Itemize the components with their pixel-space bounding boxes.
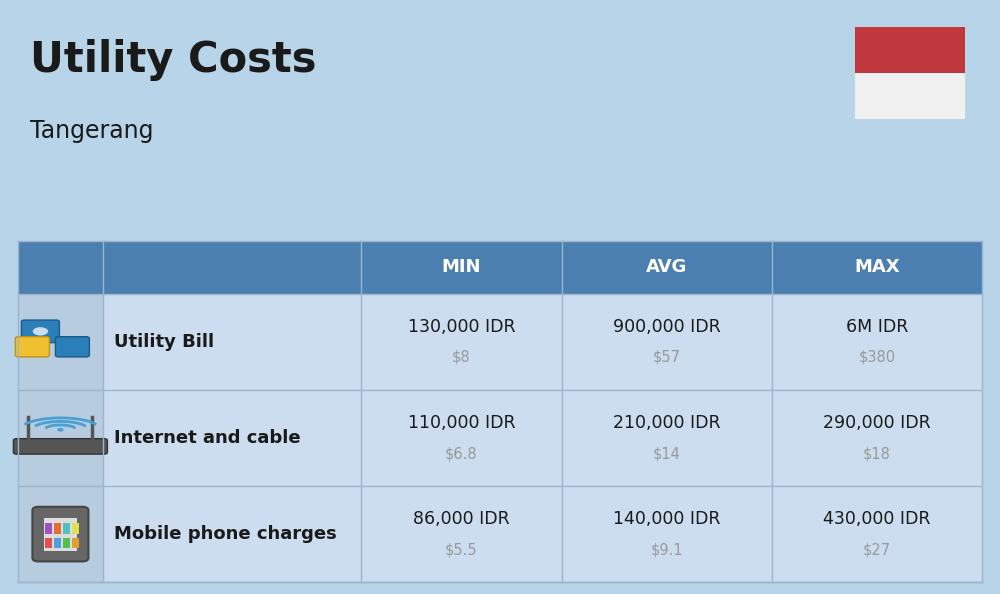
FancyBboxPatch shape — [63, 523, 70, 534]
FancyBboxPatch shape — [772, 486, 982, 582]
FancyBboxPatch shape — [103, 390, 361, 486]
Text: 6M IDR: 6M IDR — [846, 318, 908, 336]
Text: MIN: MIN — [442, 258, 481, 276]
Text: $9.1: $9.1 — [650, 542, 683, 557]
FancyBboxPatch shape — [562, 390, 772, 486]
Text: $18: $18 — [863, 446, 891, 461]
FancyBboxPatch shape — [72, 523, 79, 534]
FancyBboxPatch shape — [18, 390, 103, 486]
Text: $380: $380 — [858, 350, 895, 365]
FancyBboxPatch shape — [562, 486, 772, 582]
FancyBboxPatch shape — [18, 486, 103, 582]
FancyBboxPatch shape — [54, 523, 61, 534]
Text: 290,000 IDR: 290,000 IDR — [823, 413, 931, 432]
Text: $8: $8 — [452, 350, 471, 365]
Text: AVG: AVG — [646, 258, 687, 276]
FancyBboxPatch shape — [562, 294, 772, 390]
Text: 210,000 IDR: 210,000 IDR — [613, 413, 721, 432]
FancyBboxPatch shape — [32, 507, 88, 561]
Text: 430,000 IDR: 430,000 IDR — [823, 510, 931, 527]
Text: Tangerang: Tangerang — [30, 119, 154, 143]
FancyBboxPatch shape — [55, 337, 89, 357]
Text: $14: $14 — [653, 446, 681, 461]
Text: $6.8: $6.8 — [445, 446, 478, 461]
Text: 110,000 IDR: 110,000 IDR — [408, 413, 515, 432]
FancyBboxPatch shape — [18, 241, 982, 294]
FancyBboxPatch shape — [45, 538, 52, 548]
FancyBboxPatch shape — [15, 337, 49, 357]
Text: $57: $57 — [653, 350, 681, 365]
FancyBboxPatch shape — [855, 27, 965, 73]
Text: 140,000 IDR: 140,000 IDR — [613, 510, 721, 527]
Circle shape — [32, 326, 49, 337]
FancyBboxPatch shape — [772, 294, 982, 390]
FancyBboxPatch shape — [18, 294, 103, 390]
Text: Internet and cable: Internet and cable — [114, 429, 301, 447]
Text: Utility Costs: Utility Costs — [30, 39, 316, 81]
Text: 900,000 IDR: 900,000 IDR — [613, 318, 721, 336]
Text: 130,000 IDR: 130,000 IDR — [408, 318, 515, 336]
FancyBboxPatch shape — [361, 294, 562, 390]
Text: Utility Bill: Utility Bill — [114, 333, 215, 351]
FancyBboxPatch shape — [44, 518, 77, 551]
FancyBboxPatch shape — [103, 486, 361, 582]
Text: MAX: MAX — [854, 258, 900, 276]
FancyBboxPatch shape — [103, 294, 361, 390]
FancyBboxPatch shape — [13, 438, 107, 454]
FancyBboxPatch shape — [855, 73, 965, 119]
Text: $5.5: $5.5 — [445, 542, 478, 557]
FancyBboxPatch shape — [361, 390, 562, 486]
FancyBboxPatch shape — [54, 538, 61, 548]
Text: Mobile phone charges: Mobile phone charges — [114, 525, 337, 543]
FancyBboxPatch shape — [772, 390, 982, 486]
Circle shape — [57, 428, 64, 432]
Text: $27: $27 — [863, 542, 891, 557]
FancyBboxPatch shape — [45, 523, 52, 534]
FancyBboxPatch shape — [21, 320, 59, 343]
FancyBboxPatch shape — [72, 538, 79, 548]
FancyBboxPatch shape — [361, 486, 562, 582]
Text: 86,000 IDR: 86,000 IDR — [413, 510, 510, 527]
FancyBboxPatch shape — [63, 538, 70, 548]
